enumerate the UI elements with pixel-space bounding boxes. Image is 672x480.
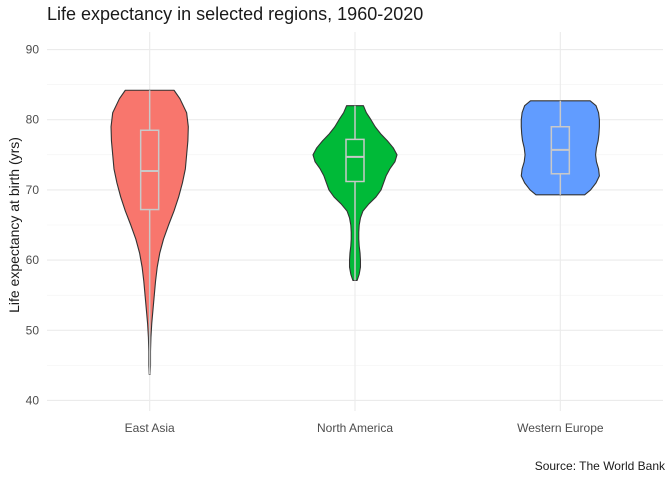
violin-western-europe [520,100,600,196]
x-tick-label: East Asia [125,421,175,435]
x-tick-label: North America [317,421,393,435]
y-axis-title: Life expectancy at birth (yrs) [6,137,22,313]
axis-labels: 40 50 60 70 80 90 East Asia North America Wester… [26,43,604,435]
boxplot-east-asia [139,90,160,375]
y-tick-label: 90 [26,43,40,57]
y-tick-label: 70 [26,183,40,197]
x-tick-label: Western Europe [517,421,604,435]
boxplot-western-europe [550,100,571,195]
box [139,129,160,211]
y-tick-label: 50 [26,323,40,337]
y-tick-label: 40 [26,393,40,407]
chart-title: Life expectancy in selected regions, 196… [47,4,424,24]
chart-caption: Source: The World Bank [534,459,665,473]
boxplots [139,90,571,375]
boxplot-north-america [345,105,365,281]
y-tick-label: 60 [26,253,40,267]
box [345,138,365,183]
y-tick-label: 80 [26,113,40,127]
